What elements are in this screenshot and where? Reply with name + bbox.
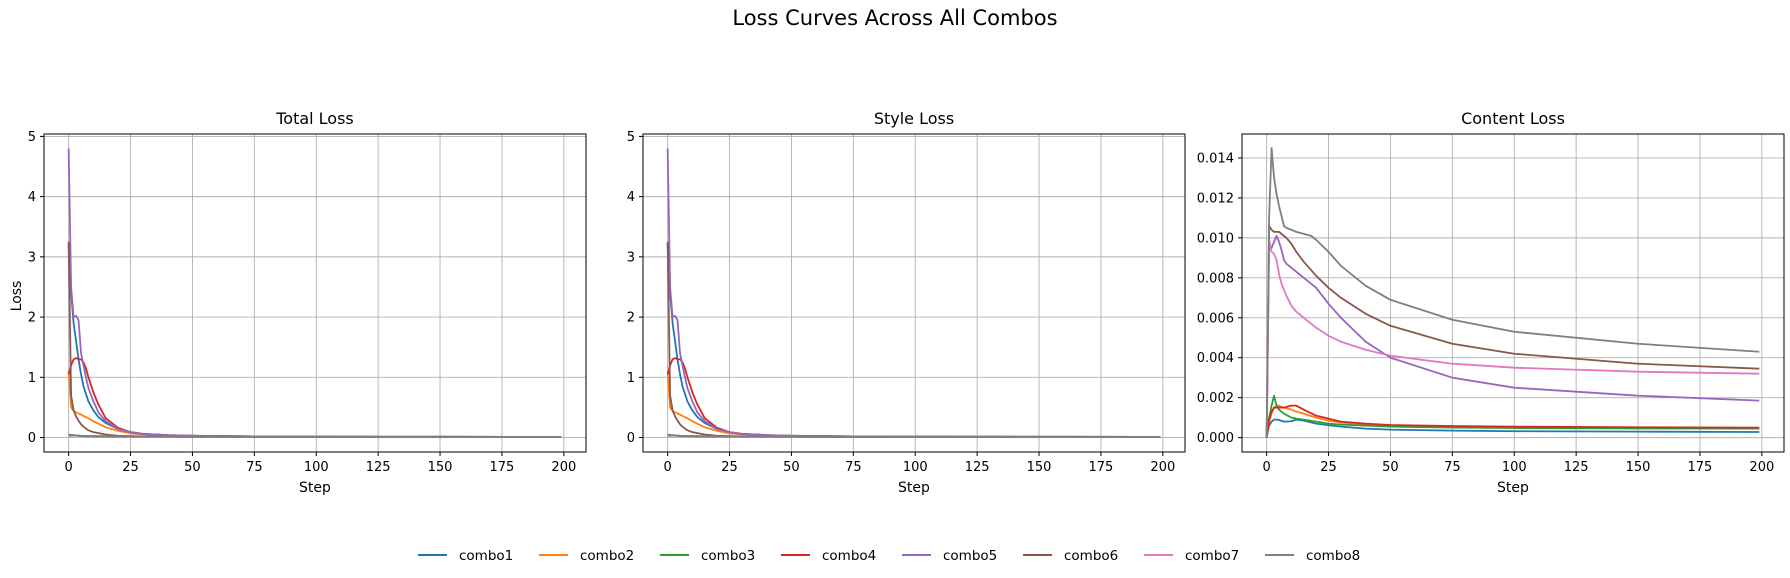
- x-tick-label: 125: [366, 460, 391, 475]
- x-axis-label: Step: [1497, 480, 1529, 496]
- y-tick-label: 1: [28, 371, 36, 386]
- x-tick-label: 50: [783, 460, 800, 475]
- x-tick-label: 50: [1382, 460, 1399, 475]
- x-tick-label: 0: [64, 460, 72, 475]
- x-tick-label: 125: [965, 460, 990, 475]
- axes-frame: [43, 133, 587, 453]
- legend-label: combo6: [1064, 548, 1118, 564]
- legend-label: combo7: [1185, 548, 1239, 564]
- legend-item-combo6: combo6: [1023, 548, 1118, 564]
- plot-area: 0 25 50 75 100 125 150 175 200 0.000 0.002 0.004 0.0…: [1197, 133, 1785, 475]
- y-tick-label: 0.010: [1197, 231, 1234, 246]
- y-tick-label: 0.014: [1197, 151, 1234, 166]
- figure-suptitle: Loss Curves Across All Combos: [732, 6, 1057, 30]
- x-tick-label: 100: [903, 460, 928, 475]
- series-line-combo8: [667, 433, 1161, 438]
- y-tick-label: 0: [627, 431, 635, 446]
- y-tick-label: 0.006: [1197, 311, 1234, 326]
- y-tick-label: 3: [627, 250, 635, 265]
- legend-item-combo2: combo2: [539, 548, 634, 564]
- y-tick-label: 2: [28, 311, 36, 326]
- x-tick-label: 0: [1262, 460, 1270, 475]
- series-line-combo4: [1265, 404, 1760, 438]
- subplot-title: Style Loss: [874, 109, 954, 128]
- x-tick-label: 175: [490, 460, 515, 475]
- legend-label: combo8: [1306, 548, 1360, 564]
- legend: combo1 combo2 combo3 combo4 combo5 combo6 comb…: [418, 548, 1360, 564]
- y-tick-label: 4: [627, 190, 635, 205]
- legend-item-combo3: combo3: [660, 548, 755, 564]
- x-axis-label: Step: [299, 480, 331, 496]
- x-tick-label: 0: [663, 460, 671, 475]
- y-tick-label: 0.008: [1197, 271, 1234, 286]
- axes-frame: [1241, 133, 1785, 453]
- x-tick-label: 125: [1564, 460, 1589, 475]
- series-line-combo3: [1265, 394, 1760, 438]
- x-tick-label: 150: [1027, 460, 1052, 475]
- series-line-combo8: [68, 433, 562, 438]
- legend-label: combo2: [580, 548, 634, 564]
- y-tick-label: 0.012: [1197, 191, 1234, 206]
- subplot-total-loss: Total Loss Step Loss 0 25 50 75 100 125 150 175…: [9, 109, 587, 496]
- series-line-combo8: [1265, 147, 1760, 438]
- x-tick-label: 200: [551, 460, 576, 475]
- legend-item-combo1: combo1: [418, 548, 513, 564]
- y-tick-label: 3: [28, 250, 36, 265]
- plot-area: 0 25 50 75 100 125 150 175 200 0 1 2 3 4 5: [627, 130, 1186, 475]
- axes-frame: [642, 133, 1186, 453]
- legend-item-combo7: combo7: [1144, 548, 1239, 564]
- x-tick-label: 150: [428, 460, 453, 475]
- x-tick-label: 200: [1150, 460, 1175, 475]
- series-line-combo7: [1265, 238, 1760, 438]
- legend-item-combo5: combo5: [902, 548, 997, 564]
- legend-label: combo1: [459, 548, 513, 564]
- x-tick-label: 75: [845, 460, 862, 475]
- y-tick-label: 5: [627, 130, 635, 145]
- y-tick-label: 5: [28, 130, 36, 145]
- y-tick-label: 2: [627, 311, 635, 326]
- x-tick-label: 175: [1688, 460, 1713, 475]
- series-group: [1265, 147, 1760, 438]
- series-group: [666, 148, 1161, 438]
- x-tick-label: 175: [1089, 460, 1114, 475]
- subplot-content-loss: Content Loss Step 0 25 50 75 100 125 150 175 200…: [1197, 109, 1785, 496]
- x-tick-label: 200: [1749, 460, 1774, 475]
- y-tick-label: 4: [28, 190, 36, 205]
- legend-label: combo4: [822, 548, 876, 564]
- legend-label: combo5: [943, 548, 997, 564]
- series-line-combo5: [1265, 234, 1760, 438]
- plot-area: 0 25 50 75 100 125 150 175 200 0 1 2 3 4 5: [28, 130, 587, 475]
- subplot-style-loss: Style Loss Step 0 25 50 75 100 125 150 175 20001…: [627, 109, 1186, 496]
- subplot-title: Total Loss: [275, 109, 354, 128]
- x-tick-label: 150: [1626, 460, 1651, 475]
- series-line-combo6: [1265, 224, 1760, 438]
- x-tick-label: 25: [721, 460, 738, 475]
- x-tick-label: 100: [304, 460, 329, 475]
- legend-item-combo4: combo4: [781, 548, 876, 564]
- y-tick-label: 0.004: [1197, 351, 1234, 366]
- y-axis-label: Loss: [9, 281, 25, 312]
- series-group: [67, 148, 562, 438]
- x-tick-label: 75: [246, 460, 263, 475]
- x-tick-label: 25: [1320, 460, 1337, 475]
- x-tick-label: 75: [1444, 460, 1461, 475]
- y-tick-label: 0: [28, 431, 36, 446]
- legend-item-combo8: combo8: [1265, 548, 1360, 564]
- subplot-title: Content Loss: [1461, 109, 1565, 128]
- y-tick-label: 1: [627, 371, 635, 386]
- x-tick-label: 25: [122, 460, 139, 475]
- x-axis-label: Step: [898, 480, 930, 496]
- series-line-combo1: [1265, 418, 1760, 438]
- legend-label: combo3: [701, 548, 755, 564]
- x-tick-label: 50: [184, 460, 201, 475]
- y-tick-label: 0.000: [1197, 431, 1234, 446]
- y-tick-label: 0.002: [1197, 391, 1234, 406]
- x-tick-label: 100: [1502, 460, 1527, 475]
